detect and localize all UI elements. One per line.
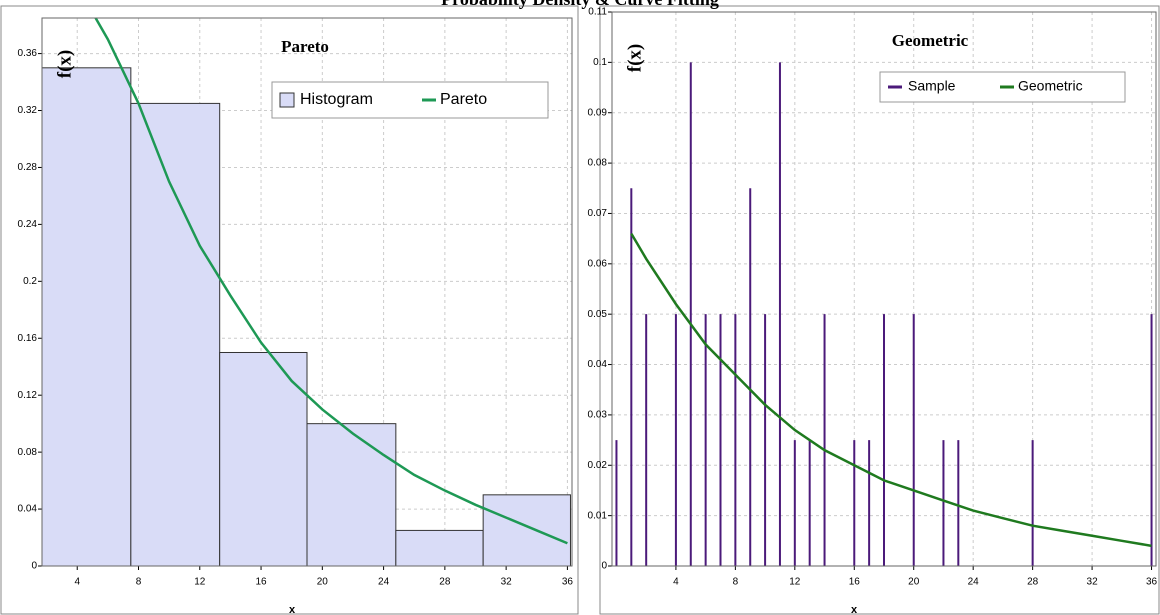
x-tick-label: 36 bbox=[562, 577, 574, 588]
x-tick-label: 12 bbox=[789, 577, 801, 588]
fit-curve bbox=[630, 232, 1152, 548]
histogram-bar bbox=[41, 67, 132, 567]
y-tick-label: 0 bbox=[31, 561, 37, 572]
y-tick-label: 0.04 bbox=[18, 504, 38, 515]
x-tick-label: 36 bbox=[1146, 577, 1158, 588]
legend-box bbox=[271, 81, 549, 119]
x-tick-label: 16 bbox=[849, 577, 861, 588]
histogram-bar bbox=[395, 529, 484, 567]
x-tick-label: 24 bbox=[378, 577, 390, 588]
x-tick-label: 8 bbox=[733, 577, 739, 588]
x-axis-label: x bbox=[289, 604, 296, 615]
y-tick-label: 0.2 bbox=[23, 276, 37, 287]
chart-title: Pareto bbox=[281, 37, 329, 56]
y-axis-label: f(x) bbox=[54, 50, 75, 78]
page-title: Probability Density & Curve Fitting bbox=[441, 0, 719, 9]
y-tick-label: 0.05 bbox=[588, 309, 608, 320]
x-tick-label: 8 bbox=[136, 577, 142, 588]
y-tick-label: 0.02 bbox=[588, 460, 608, 471]
x-tick-label: 32 bbox=[501, 577, 513, 588]
y-tick-label: 0.28 bbox=[18, 162, 38, 173]
legend-label: Histogram bbox=[300, 91, 373, 108]
x-tick-label: 24 bbox=[968, 577, 980, 588]
y-tick-label: 0.04 bbox=[588, 359, 608, 370]
y-tick-label: 0.16 bbox=[18, 333, 38, 344]
histogram-bar bbox=[306, 423, 397, 567]
x-tick-label: 16 bbox=[255, 577, 267, 588]
y-tick-label: 0.11 bbox=[588, 7, 607, 18]
fit-curve bbox=[94, 17, 568, 545]
y-axis-label: f(x) bbox=[624, 44, 645, 72]
legend-label: Sample bbox=[908, 78, 956, 94]
plot-frame bbox=[611, 11, 1157, 567]
plot-frame bbox=[41, 17, 573, 567]
histogram-bar bbox=[219, 351, 308, 567]
y-tick-label: 0 bbox=[601, 561, 607, 572]
x-axis-label: x bbox=[851, 604, 858, 615]
y-tick-label: 0.08 bbox=[588, 158, 608, 169]
legend-label: Pareto bbox=[440, 91, 487, 108]
y-tick-label: 0.08 bbox=[18, 447, 38, 458]
x-tick-label: 4 bbox=[673, 577, 679, 588]
y-tick-label: 0.24 bbox=[18, 219, 38, 230]
histogram-bar bbox=[482, 494, 571, 567]
legend-label: Geometric bbox=[1018, 78, 1083, 94]
x-tick-label: 20 bbox=[317, 577, 329, 588]
y-tick-label: 0.09 bbox=[588, 107, 608, 118]
chart-title: Geometric bbox=[892, 31, 969, 50]
y-tick-label: 0.03 bbox=[588, 410, 608, 421]
x-tick-label: 28 bbox=[1027, 577, 1039, 588]
x-tick-label: 20 bbox=[908, 577, 920, 588]
y-tick-label: 0.1 bbox=[593, 57, 607, 68]
x-tick-label: 12 bbox=[194, 577, 206, 588]
legend-swatch bbox=[279, 92, 295, 108]
x-tick-label: 4 bbox=[74, 577, 80, 588]
y-tick-label: 0.06 bbox=[588, 258, 608, 269]
y-tick-label: 0.32 bbox=[18, 105, 38, 116]
y-tick-label: 0.07 bbox=[588, 208, 608, 219]
histogram-bar bbox=[130, 102, 221, 567]
y-tick-label: 0.36 bbox=[18, 48, 38, 59]
y-tick-label: 0.01 bbox=[588, 510, 608, 521]
x-tick-label: 32 bbox=[1087, 577, 1099, 588]
x-tick-label: 28 bbox=[439, 577, 451, 588]
y-tick-label: 0.12 bbox=[18, 390, 38, 401]
